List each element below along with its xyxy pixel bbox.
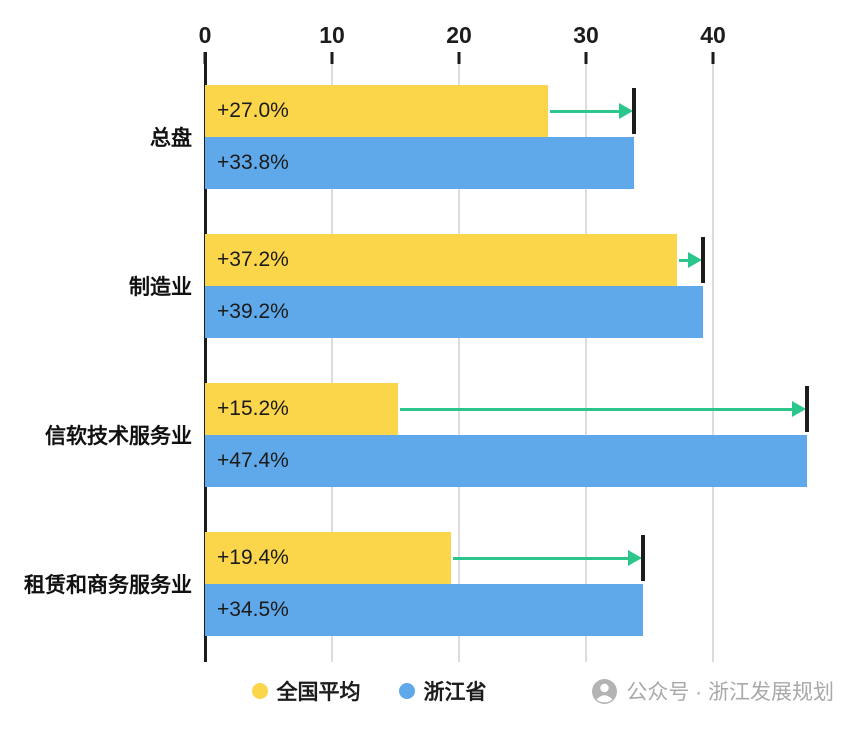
- legend-dot: [398, 683, 415, 699]
- national-average-bar: +15.2%: [205, 383, 399, 435]
- gridline: [712, 64, 714, 662]
- bar-value-label: +27.0%: [217, 99, 289, 122]
- zhejiang-bar: +39.2%: [205, 286, 703, 338]
- bar-value-label: +39.2%: [217, 300, 289, 323]
- growth-arrow-line: [453, 556, 632, 560]
- bar-value-label: +37.2%: [217, 248, 289, 271]
- x-tick-mark: [330, 52, 334, 64]
- x-tick-label: 20: [446, 22, 472, 48]
- national-average-bar: +27.0%: [205, 85, 548, 137]
- zhejiang-bar: +33.8%: [205, 137, 635, 189]
- bar-value-label: +34.5%: [217, 598, 289, 621]
- growth-arrow-line: [679, 258, 691, 262]
- target-cap-marker: [804, 386, 809, 432]
- gridline: [585, 64, 587, 662]
- x-tick-mark: [457, 52, 461, 64]
- growth-arrow-head: [791, 401, 806, 417]
- x-tick-label: 0: [198, 22, 212, 48]
- category-label: 制造业: [129, 276, 192, 299]
- target-cap-marker: [641, 535, 646, 581]
- bar-value-label: +15.2%: [217, 397, 289, 420]
- watermark: 公众号 · 浙江发展规划: [591, 676, 834, 706]
- x-tick-label: 40: [700, 22, 726, 48]
- category-label: 租赁和商务服务业: [24, 574, 192, 597]
- legend-label: 浙江省: [423, 681, 487, 704]
- legend-item: 浙江省: [398, 676, 487, 706]
- national-average-bar: +19.4%: [205, 532, 452, 584]
- legend: 全国平均 浙江省: [0, 676, 858, 706]
- x-tick-label: 30: [573, 22, 599, 48]
- category-label: 信软技术服务业: [45, 425, 192, 448]
- category-label: 总盘: [150, 127, 192, 150]
- gridline: [331, 64, 333, 662]
- growth-arrow-line: [549, 109, 623, 113]
- growth-arrow-head: [687, 252, 702, 268]
- growth-arrow-head: [628, 550, 643, 566]
- x-tick-label: 10: [319, 22, 345, 48]
- bar-value-label: +33.8%: [217, 151, 289, 174]
- x-tick-mark: [711, 52, 715, 64]
- x-tick-mark: [584, 52, 588, 64]
- target-cap-marker: [632, 88, 637, 134]
- bar-value-label: +47.4%: [217, 449, 289, 472]
- target-cap-marker: [700, 237, 705, 283]
- gridline: [458, 64, 460, 662]
- wechat-official-account-icon: [592, 678, 618, 704]
- growth-arrow-head: [619, 103, 634, 119]
- growth-arrow-line: [400, 407, 795, 411]
- national-average-bar: +37.2%: [205, 234, 678, 286]
- bar-value-label: +19.4%: [217, 546, 289, 569]
- zhejiang-bar: +47.4%: [205, 435, 807, 487]
- zhejiang-bar: +34.5%: [205, 584, 644, 636]
- legend-item: 全国平均: [251, 676, 361, 706]
- watermark-text: 公众号 · 浙江发展规划: [626, 681, 834, 704]
- legend-dot: [251, 683, 268, 699]
- y-axis-line: [204, 52, 207, 662]
- legend-label: 全国平均: [276, 681, 361, 704]
